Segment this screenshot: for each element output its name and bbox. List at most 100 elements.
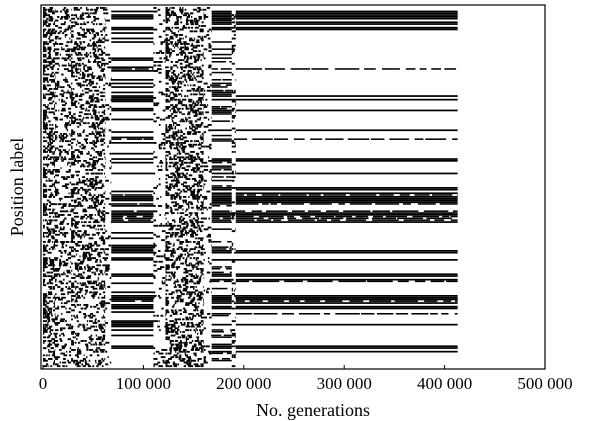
noise-cell bbox=[188, 316, 191, 319]
stable-dash bbox=[430, 280, 445, 283]
noise-cell bbox=[84, 80, 87, 83]
noise-cell bbox=[107, 145, 109, 148]
noise-cell bbox=[153, 151, 155, 153]
noise-cell bbox=[197, 197, 200, 200]
noise-cell bbox=[94, 214, 96, 216]
noise-cell bbox=[67, 338, 72, 341]
noise-cell bbox=[175, 44, 178, 47]
noise-cell bbox=[169, 156, 172, 159]
noise-cell bbox=[83, 304, 89, 306]
noise-cell bbox=[54, 298, 56, 301]
noise-cell bbox=[182, 349, 187, 351]
noise-cell bbox=[98, 53, 104, 56]
noise-cell bbox=[188, 365, 193, 368]
noise-cell bbox=[103, 152, 106, 155]
stable-dash bbox=[223, 280, 232, 283]
noise-cell bbox=[71, 286, 75, 288]
noise-cell bbox=[175, 320, 177, 323]
noise-cell bbox=[97, 233, 100, 236]
stable-line bbox=[111, 244, 154, 247]
noise-cell bbox=[87, 59, 90, 62]
noise-cell bbox=[157, 325, 160, 328]
noise-cell bbox=[71, 208, 75, 211]
noise-cell bbox=[203, 116, 208, 119]
noise-cell bbox=[192, 55, 195, 58]
noise-cell bbox=[102, 158, 104, 161]
noise-cell bbox=[54, 304, 56, 306]
noise-cell bbox=[153, 358, 158, 360]
noise-cell bbox=[101, 131, 104, 134]
noise-cell bbox=[153, 61, 158, 63]
noise-cell bbox=[187, 255, 190, 258]
noise-cell bbox=[77, 235, 83, 238]
noise-cell bbox=[180, 21, 183, 24]
noise-cell bbox=[174, 235, 177, 238]
stable-line bbox=[211, 273, 232, 276]
noise-cell bbox=[54, 286, 56, 288]
noise-cell bbox=[61, 313, 63, 315]
noise-cell bbox=[100, 169, 104, 171]
noise-cell bbox=[44, 10, 46, 13]
noise-cell bbox=[61, 242, 65, 245]
noise-cell bbox=[43, 183, 46, 186]
noise-cell bbox=[182, 80, 184, 83]
stable-line bbox=[211, 187, 232, 189]
noise-cell bbox=[231, 215, 235, 218]
noise-cell bbox=[101, 340, 104, 342]
noise-cell bbox=[190, 349, 194, 351]
noise-cell bbox=[195, 79, 197, 81]
noise-cell bbox=[103, 26, 106, 29]
noise-cell bbox=[177, 140, 179, 143]
noise-cell bbox=[94, 205, 99, 207]
noise-cell bbox=[171, 113, 174, 116]
noise-cell bbox=[182, 98, 187, 101]
stable-dash bbox=[304, 300, 321, 302]
noise-cell bbox=[108, 129, 112, 132]
noise-cell bbox=[169, 7, 171, 9]
stable-dash bbox=[235, 210, 246, 212]
noise-cell bbox=[200, 316, 204, 319]
noise-cell bbox=[52, 91, 55, 94]
noise-cell bbox=[47, 251, 52, 254]
noise-cell bbox=[198, 291, 203, 294]
noise-cell bbox=[200, 217, 204, 220]
noise-cell bbox=[85, 107, 88, 110]
stable-line bbox=[111, 298, 154, 301]
stable-dash bbox=[268, 217, 285, 220]
noise-cell bbox=[161, 239, 166, 242]
noise-cell bbox=[177, 363, 180, 366]
noise-cell bbox=[71, 104, 76, 107]
noise-cell bbox=[179, 298, 184, 301]
noise-cell bbox=[177, 318, 182, 321]
noise-cell bbox=[50, 268, 55, 270]
noise-cell bbox=[100, 143, 104, 146]
noise-cell bbox=[188, 232, 190, 234]
noise-cell bbox=[48, 19, 54, 22]
noise-cell bbox=[170, 208, 173, 211]
noise-cell bbox=[161, 280, 163, 283]
noise-cell bbox=[185, 318, 190, 321]
noise-cell bbox=[176, 296, 181, 299]
noise-cell bbox=[43, 214, 48, 216]
noise-cell bbox=[76, 154, 79, 157]
noise-cell bbox=[71, 34, 74, 36]
noise-cell bbox=[93, 194, 96, 197]
noise-cell bbox=[194, 219, 199, 222]
noise-cell bbox=[96, 244, 101, 247]
noise-cell bbox=[71, 224, 74, 227]
noise-cell bbox=[191, 26, 194, 29]
noise-cell bbox=[176, 138, 179, 141]
noise-cell bbox=[73, 46, 78, 49]
noise-cell bbox=[163, 253, 166, 256]
noise-cell bbox=[203, 316, 207, 319]
noise-cell bbox=[83, 138, 88, 141]
noise-cell bbox=[85, 251, 90, 254]
noise-cell bbox=[231, 230, 236, 233]
noise-cell bbox=[47, 154, 50, 157]
noise-cell bbox=[96, 311, 99, 314]
stable-dash bbox=[300, 215, 311, 218]
noise-cell bbox=[104, 358, 106, 360]
noise-cell bbox=[87, 266, 91, 269]
noise-cell bbox=[159, 161, 164, 164]
noise-cell bbox=[180, 219, 184, 222]
